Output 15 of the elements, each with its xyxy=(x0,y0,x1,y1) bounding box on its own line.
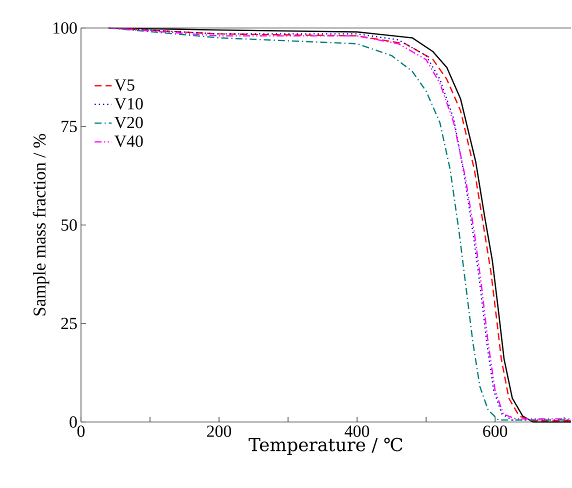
y-tick-label: 25 xyxy=(61,318,77,330)
y-tick-label: 75 xyxy=(62,120,77,132)
y-tick-label: 0 xyxy=(70,416,77,428)
y-tick-label: 50 xyxy=(62,219,77,231)
x-tick-label: 400 xyxy=(344,426,370,437)
legend-label: V10 xyxy=(114,98,143,110)
y-tick-label: 100 xyxy=(54,22,77,34)
legend-label: V5 xyxy=(114,79,134,91)
x-tick-label: 0 xyxy=(77,426,85,437)
x-tick-label: 200 xyxy=(207,426,232,437)
x-tick-label: 600 xyxy=(483,426,508,437)
legend-label: V20 xyxy=(114,116,143,128)
x-axis-title: Temperature / ℃ xyxy=(248,438,402,455)
legend-label: V40 xyxy=(114,136,143,148)
y-axis-title: Sample mass fraction / % xyxy=(32,134,50,316)
